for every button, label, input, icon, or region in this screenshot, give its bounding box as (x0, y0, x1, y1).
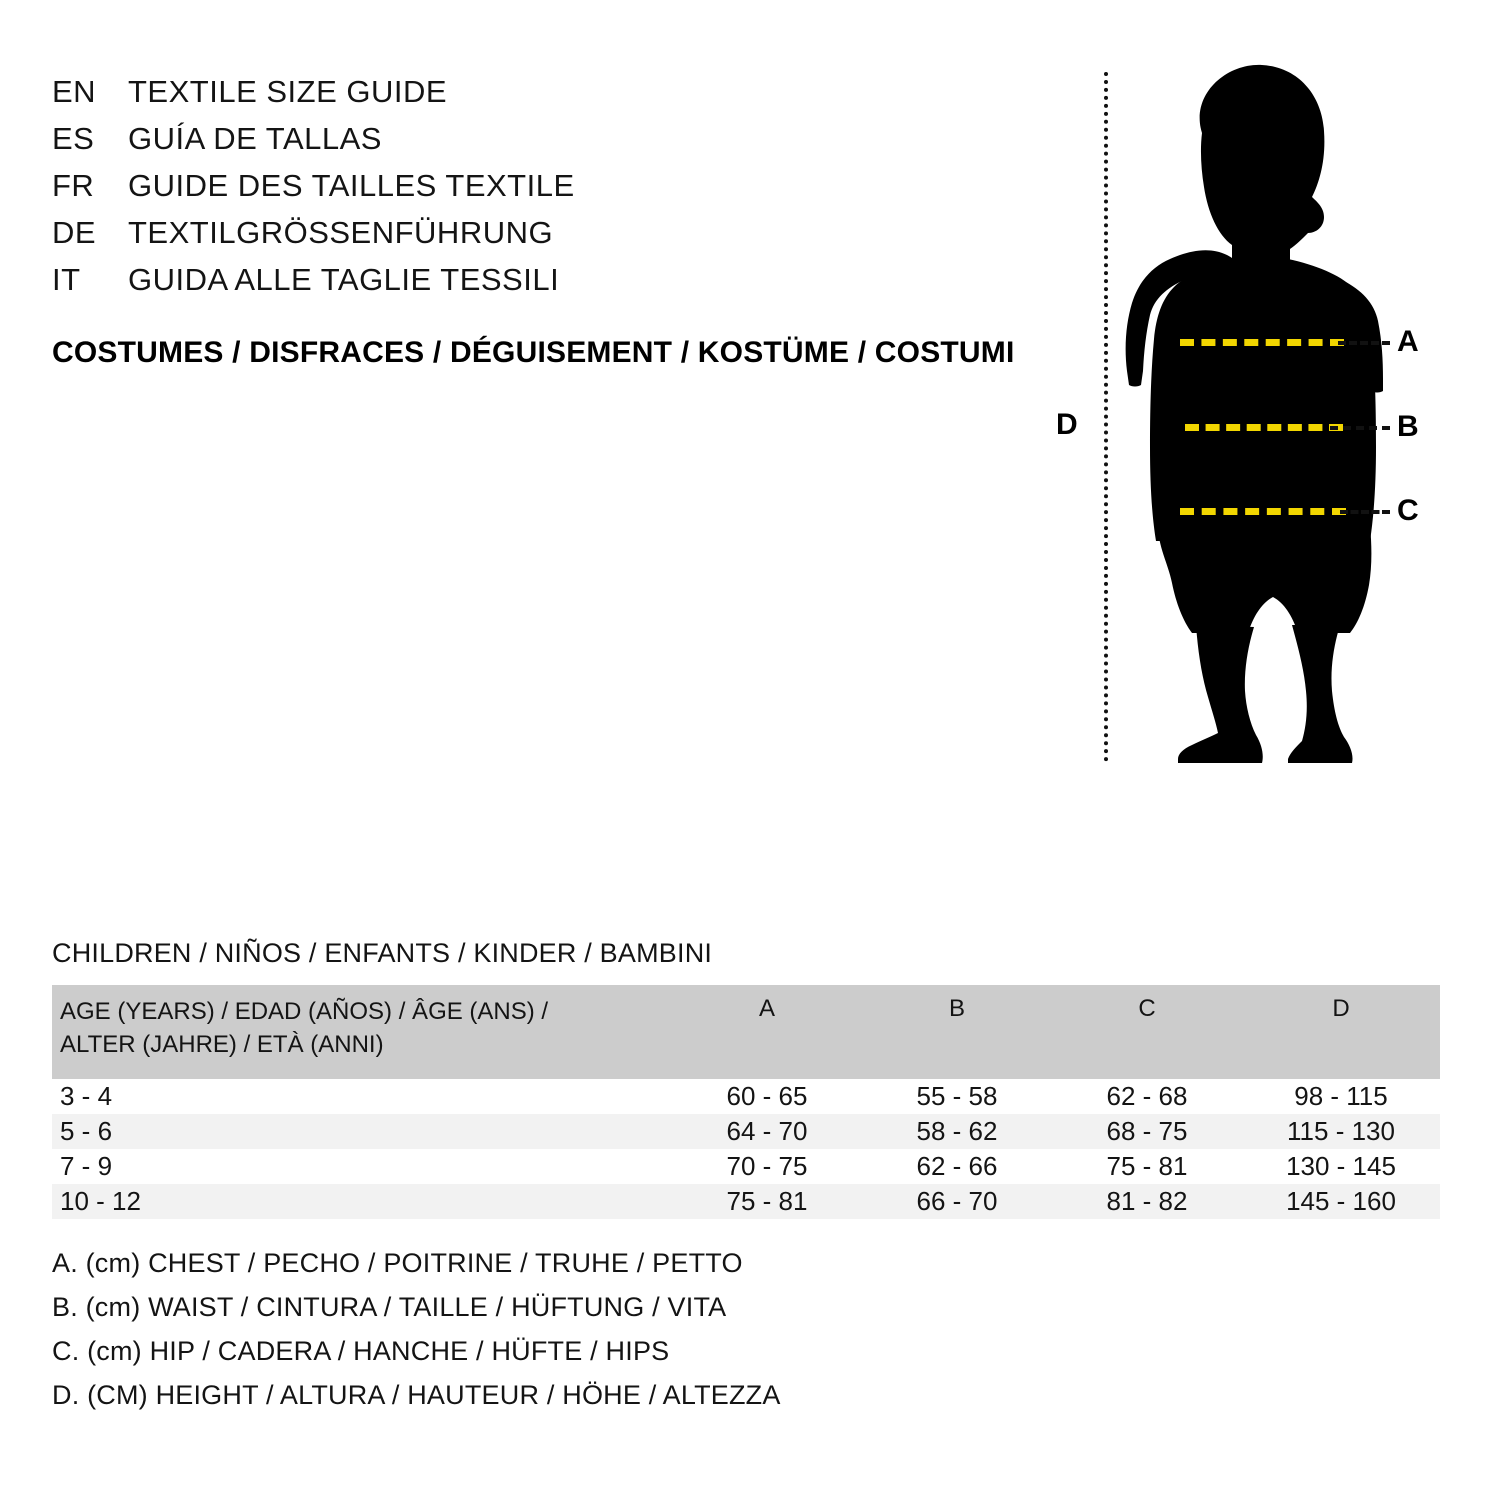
language-row: ES GUÍA DE TALLAS (52, 121, 972, 168)
language-title: GUÍA DE TALLAS (128, 121, 382, 156)
legend-item-c: C. (cm) HIP / CADERA / HANCHE / HÜFTE / … (52, 1336, 670, 1366)
language-row: EN TEXTILE SIZE GUIDE (52, 74, 972, 121)
column-header-c: C (1052, 985, 1242, 1080)
table-body: 3 - 4 60 - 65 55 - 58 62 - 68 98 - 115 5… (52, 1079, 1440, 1220)
chest-leader-line (1338, 341, 1390, 345)
hip-measure-line (1180, 508, 1346, 515)
cell-hip: 62 - 68 (1106, 1081, 1188, 1112)
cell-waist: 55 - 58 (916, 1081, 998, 1112)
age-header-line-1: AGE (YEARS) / EDAD (AÑOS) / ÂGE (ANS) / (60, 998, 549, 1025)
cell-height: 115 - 130 (1242, 1114, 1440, 1150)
cell-hip: 68 - 75 (1052, 1114, 1242, 1150)
column-header-age: AGE (YEARS) / EDAD (AÑOS) / ÂGE (ANS) / … (52, 985, 672, 1080)
column-header-d: D (1242, 985, 1440, 1080)
legend-item-d: D. (CM) HEIGHT / ALTURA / HAUTEUR / HÖHE… (52, 1380, 781, 1410)
chest-measure-line (1180, 339, 1344, 346)
language-title: TEXTILE SIZE GUIDE (128, 74, 448, 109)
cell-age: 5 - 6 (52, 1114, 672, 1150)
cell-age: 3 - 4 (60, 1081, 113, 1112)
table-header-row: AGE (YEARS) / EDAD (AÑOS) / ÂGE (ANS) / … (52, 985, 1440, 1080)
language-row: DE TEXTILGRÖSSENFÜHRUNG (52, 215, 972, 262)
language-title-block: EN TEXTILE SIZE GUIDE ES GUÍA DE TALLAS … (52, 74, 972, 309)
language-code: ES (52, 121, 95, 156)
language-title: TEXTILGRÖSSENFÜHRUNG (128, 215, 554, 250)
language-title: GUIDA ALLE TAGLIE TESSILI (128, 262, 560, 297)
table-row: 10 - 12 75 - 81 66 - 70 81 - 82 145 - 16… (52, 1184, 1440, 1220)
dimension-label-a: A (1397, 325, 1419, 358)
table-head: AGE (YEARS) / EDAD (AÑOS) / ÂGE (ANS) / … (52, 985, 1440, 1080)
language-row: FR GUIDE DES TAILLES TEXTILE (52, 168, 972, 215)
table-row: 3 - 4 60 - 65 55 - 58 62 - 68 98 - 115 (52, 1079, 1440, 1114)
dimension-label-c: C (1397, 494, 1419, 527)
cell-age: 7 - 9 (60, 1151, 113, 1182)
cell-chest: 70 - 75 (726, 1151, 808, 1182)
cell-hip: 81 - 82 (1052, 1184, 1242, 1220)
language-code: DE (52, 215, 97, 250)
size-table-section: CHILDREN / NIÑOS / ENFANTS / KINDER / BA… (52, 938, 1440, 1220)
cell-chest: 64 - 70 (672, 1114, 862, 1150)
cell-hip: 75 - 81 (1106, 1151, 1188, 1182)
cell-waist: 58 - 62 (862, 1114, 1052, 1150)
category-heading: COSTUMES / DISFRACES / DÉGUISEMENT / KOS… (52, 336, 1015, 369)
hip-leader-line (1340, 510, 1390, 514)
cell-waist: 62 - 66 (916, 1151, 998, 1182)
cell-height: 145 - 160 (1242, 1184, 1440, 1220)
language-code: FR (52, 168, 95, 203)
table-group-heading: CHILDREN / NIÑOS / ENFANTS / KINDER / BA… (52, 938, 713, 968)
table-row: 7 - 9 70 - 75 62 - 66 75 - 81 130 - 145 (52, 1149, 1440, 1184)
column-header-b: B (862, 985, 1052, 1080)
language-title: GUIDE DES TAILLES TEXTILE (128, 168, 575, 203)
waist-leader-line (1330, 426, 1390, 430)
waist-measure-line (1185, 424, 1343, 431)
language-row: IT GUIDA ALLE TAGLIE TESSILI (52, 262, 972, 309)
cell-height: 98 - 115 (1294, 1081, 1388, 1112)
dimension-label-b: B (1397, 410, 1419, 443)
table-row: 5 - 6 64 - 70 58 - 62 68 - 75 115 - 130 (52, 1114, 1440, 1150)
dimension-label-d: D (1056, 408, 1078, 441)
language-code: EN (52, 74, 97, 109)
cell-chest: 60 - 65 (726, 1081, 808, 1112)
cell-waist: 66 - 70 (862, 1184, 1052, 1220)
measurement-diagram: A B C D (1040, 55, 1470, 765)
language-code: IT (52, 262, 81, 297)
legend-item-b: B. (cm) WAIST / CINTURA / TAILLE / HÜFTU… (52, 1292, 727, 1322)
age-header-line-2: ALTER (JAHRE) / ETÀ (ANNI) (60, 1031, 384, 1059)
legend-item-a: A. (cm) CHEST / PECHO / POITRINE / TRUHE… (52, 1248, 743, 1278)
child-silhouette-icon (1125, 64, 1383, 763)
cell-chest: 75 - 81 (672, 1184, 862, 1220)
size-table: AGE (YEARS) / EDAD (AÑOS) / ÂGE (ANS) / … (52, 985, 1440, 1220)
cell-height: 130 - 145 (1286, 1151, 1396, 1182)
cell-age: 10 - 12 (52, 1184, 672, 1220)
column-header-a: A (672, 985, 862, 1080)
height-guide-line (1104, 72, 1108, 762)
measurement-legend: A. (cm) CHEST / PECHO / POITRINE / TRUHE… (52, 1248, 1052, 1424)
